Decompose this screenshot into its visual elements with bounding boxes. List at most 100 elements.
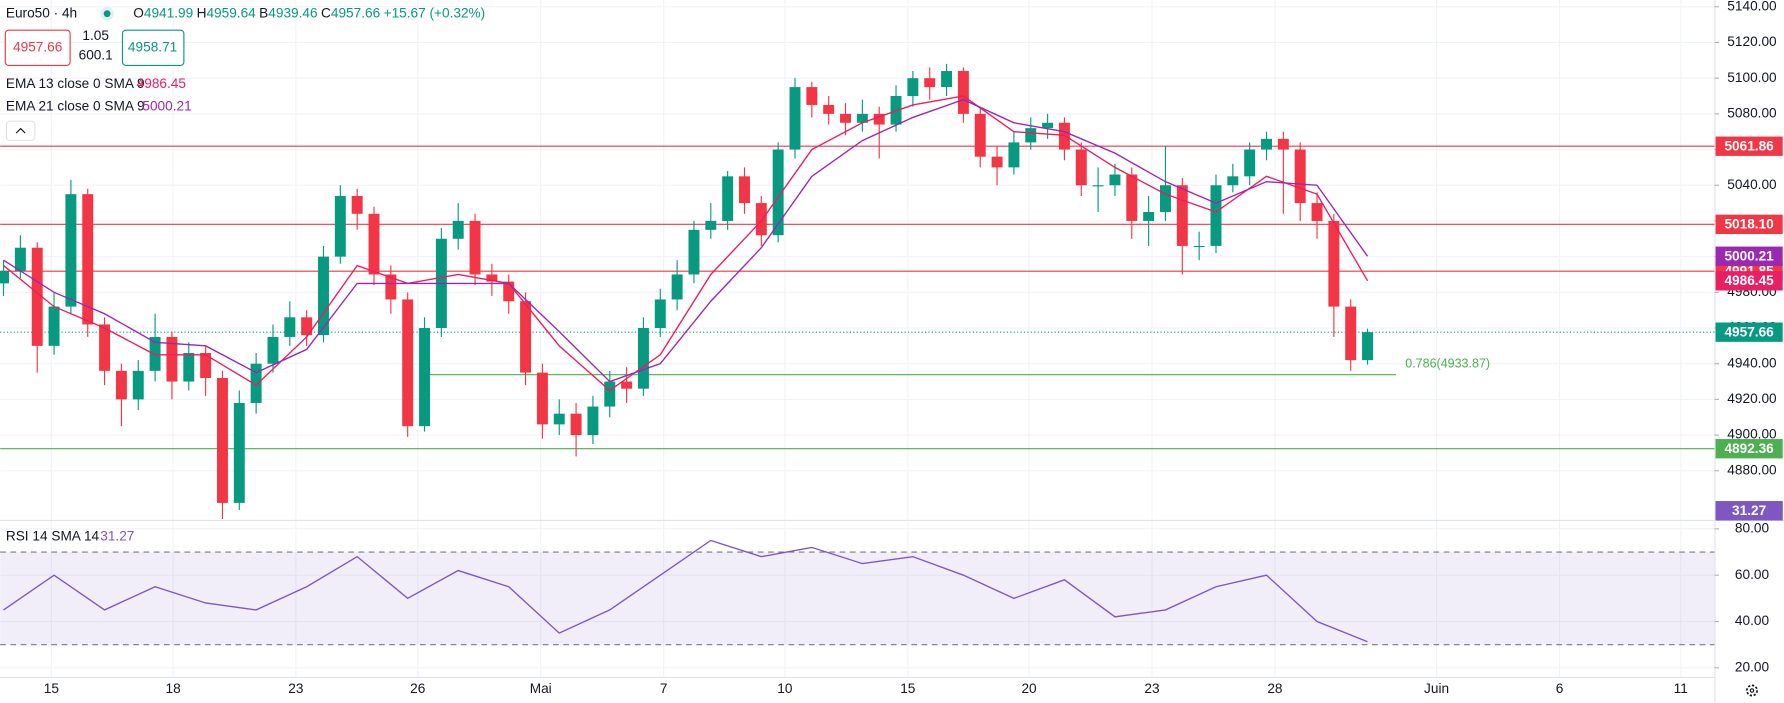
c-label: C — [321, 5, 331, 20]
candle-body — [739, 176, 750, 204]
candle-body — [654, 299, 666, 329]
candle-body — [789, 87, 801, 150]
candle-body — [536, 372, 548, 425]
candle-body — [873, 113, 885, 125]
candle-body — [755, 203, 767, 236]
bid[interactable]: 4957.66 — [13, 39, 62, 54]
x-tick-label: 7 — [660, 681, 668, 696]
o-label: O — [133, 5, 144, 20]
candle-body — [65, 194, 77, 307]
candle-body — [1210, 185, 1222, 246]
candle-body — [368, 213, 380, 275]
ema13-name: EMA 13 close 0 SMA 9 — [6, 76, 145, 91]
candle-body — [1008, 142, 1020, 168]
candle-body — [1176, 185, 1188, 246]
candle-body — [671, 274, 683, 300]
x-tick-label: 23 — [1144, 681, 1159, 696]
candle-body — [1143, 212, 1155, 221]
y-tick-label: 20.00 — [1735, 659, 1770, 674]
gear[interactable] — [1746, 684, 1758, 697]
status-dot — [103, 10, 111, 18]
candle-body — [856, 113, 868, 123]
candle-body — [351, 195, 363, 214]
candle-body — [99, 324, 111, 371]
rsi-tag: 31.27 — [1732, 503, 1766, 518]
sell-button[interactable] — [4, 29, 71, 66]
candle-body — [1058, 122, 1070, 150]
x-tick-label: Mai — [530, 681, 552, 696]
x-tick-label: 28 — [1267, 681, 1282, 696]
candle-body — [1092, 185, 1104, 187]
candle-body — [974, 113, 986, 157]
candle-body — [284, 317, 296, 337]
candle-body — [1345, 306, 1357, 361]
candle-body — [587, 406, 599, 436]
y-tick-label: 4920.00 — [1727, 391, 1777, 406]
rsi-line — [3, 539, 1368, 643]
ema21-name: EMA 21 close 0 SMA 9 — [6, 99, 145, 114]
level-tag: 5061.86 — [1724, 138, 1774, 153]
rsi-tag-bg — [1715, 501, 1783, 521]
candle-body — [772, 149, 784, 236]
candle-body — [233, 402, 245, 503]
candle-body — [1126, 174, 1138, 221]
ema-tag-bg — [1715, 271, 1783, 291]
candle-body — [520, 301, 532, 373]
candle-body — [452, 220, 464, 239]
candle-body — [1193, 245, 1205, 248]
candle-body — [469, 220, 481, 275]
candle-body — [722, 176, 734, 221]
x-tick-label: 26 — [410, 681, 425, 696]
y-tick-label: 60.00 — [1735, 567, 1770, 582]
buy-button[interactable] — [121, 29, 185, 66]
settings-icon[interactable] — [1746, 684, 1758, 697]
candle-body — [301, 317, 313, 336]
candle-body — [1277, 138, 1289, 150]
level-tag: 4892.36 — [1724, 441, 1774, 456]
legend: Euro50 · 4h O4941.99 H4959.64 B4939.46 C495… — [4, 5, 485, 544]
candle-body — [216, 377, 228, 503]
last-price-tag: 4957.66 — [1724, 324, 1774, 339]
ema21-value: 5000.21 — [142, 99, 191, 114]
candle-body — [553, 413, 565, 425]
candle-body — [705, 220, 717, 230]
y-tick-label: 5140.00 — [1727, 0, 1777, 13]
candle-body — [637, 328, 649, 389]
candle-body — [250, 363, 262, 403]
y-tick-label: 5080.00 — [1727, 105, 1777, 120]
candle-body — [1109, 174, 1121, 186]
y-tick-label: 5040.00 — [1727, 177, 1777, 192]
ema-line — [3, 98, 1369, 383]
ask[interactable]: 4958.71 — [128, 39, 177, 54]
candle-body — [0, 270, 10, 284]
x-tick-label: 23 — [288, 681, 303, 696]
volume: 600.1 — [79, 47, 113, 62]
chevron-icon — [15, 127, 26, 134]
candle-body — [419, 328, 430, 427]
c-value: 4957.66 — [331, 5, 380, 20]
candle-body — [48, 306, 60, 346]
l-label: B — [259, 5, 268, 20]
ema-tag: 5000.21 — [1724, 248, 1774, 263]
axes: 15 18 23 26 Mai 7 10 15 20 23 28 Juin 6 11 4880.00 4900… — [44, 0, 1783, 696]
candle-body — [823, 104, 835, 114]
candle-body — [334, 195, 346, 257]
candle-body — [840, 113, 851, 123]
y-tick-label: 4940.00 — [1727, 355, 1777, 370]
plot: 0.786(4933.87) — [0, 63, 1715, 646]
candle-body — [14, 247, 26, 271]
candle-body — [115, 370, 127, 400]
ohlc: O4941.99 H4959.64 B4939.46 C4957.66 +15.67 (… — [133, 5, 485, 20]
candle-body — [31, 247, 43, 346]
change: +15.67 (+0.32%) — [384, 5, 486, 20]
candle-body — [604, 381, 616, 407]
candle-body — [1042, 122, 1054, 129]
ema13-value: 4986.45 — [137, 76, 187, 91]
y-tick-label: 80.00 — [1735, 520, 1770, 535]
collapse-button[interactable] — [5, 120, 36, 142]
candle-body — [806, 87, 818, 105]
x-tick-label: Juin — [1424, 681, 1449, 696]
y-tick-label: 40.00 — [1735, 613, 1770, 628]
candle-body — [907, 78, 919, 97]
